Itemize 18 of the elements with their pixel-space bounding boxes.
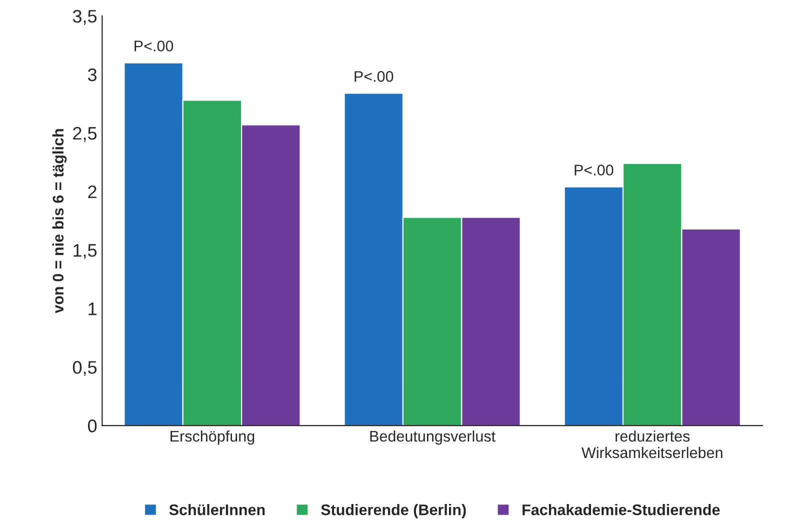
legend-label: SchülerInnen xyxy=(169,504,265,516)
annotation: P<.00 xyxy=(354,71,394,82)
y-tick-label: 0,5 xyxy=(72,361,97,376)
y-tick-label: 1,5 xyxy=(74,244,97,259)
annotation: P<.00 xyxy=(574,164,614,176)
y-tick-label: 0 xyxy=(88,420,97,432)
legend-label: Studierende (Berlin) xyxy=(321,504,466,518)
y-tick-label: 2 xyxy=(88,185,96,198)
x-tick-label: Erschöpfung xyxy=(170,430,254,445)
y-tick-label: 3,5 xyxy=(72,10,97,25)
y-tick-label: 2,5 xyxy=(73,126,97,142)
y-axis-title: von 0 = nie bis 6 = täglich xyxy=(52,129,67,314)
y-tick-label: 3 xyxy=(88,68,97,82)
y-tick-label: 1 xyxy=(88,302,96,316)
x-tick-label: Bedeutungsverlust xyxy=(370,430,496,445)
annotation: P<.00 xyxy=(134,40,174,52)
legend-label: Fachakademie-Studierende xyxy=(522,504,720,516)
x-tick-label: reduziertes Wirksamkeitserleben xyxy=(582,430,722,458)
